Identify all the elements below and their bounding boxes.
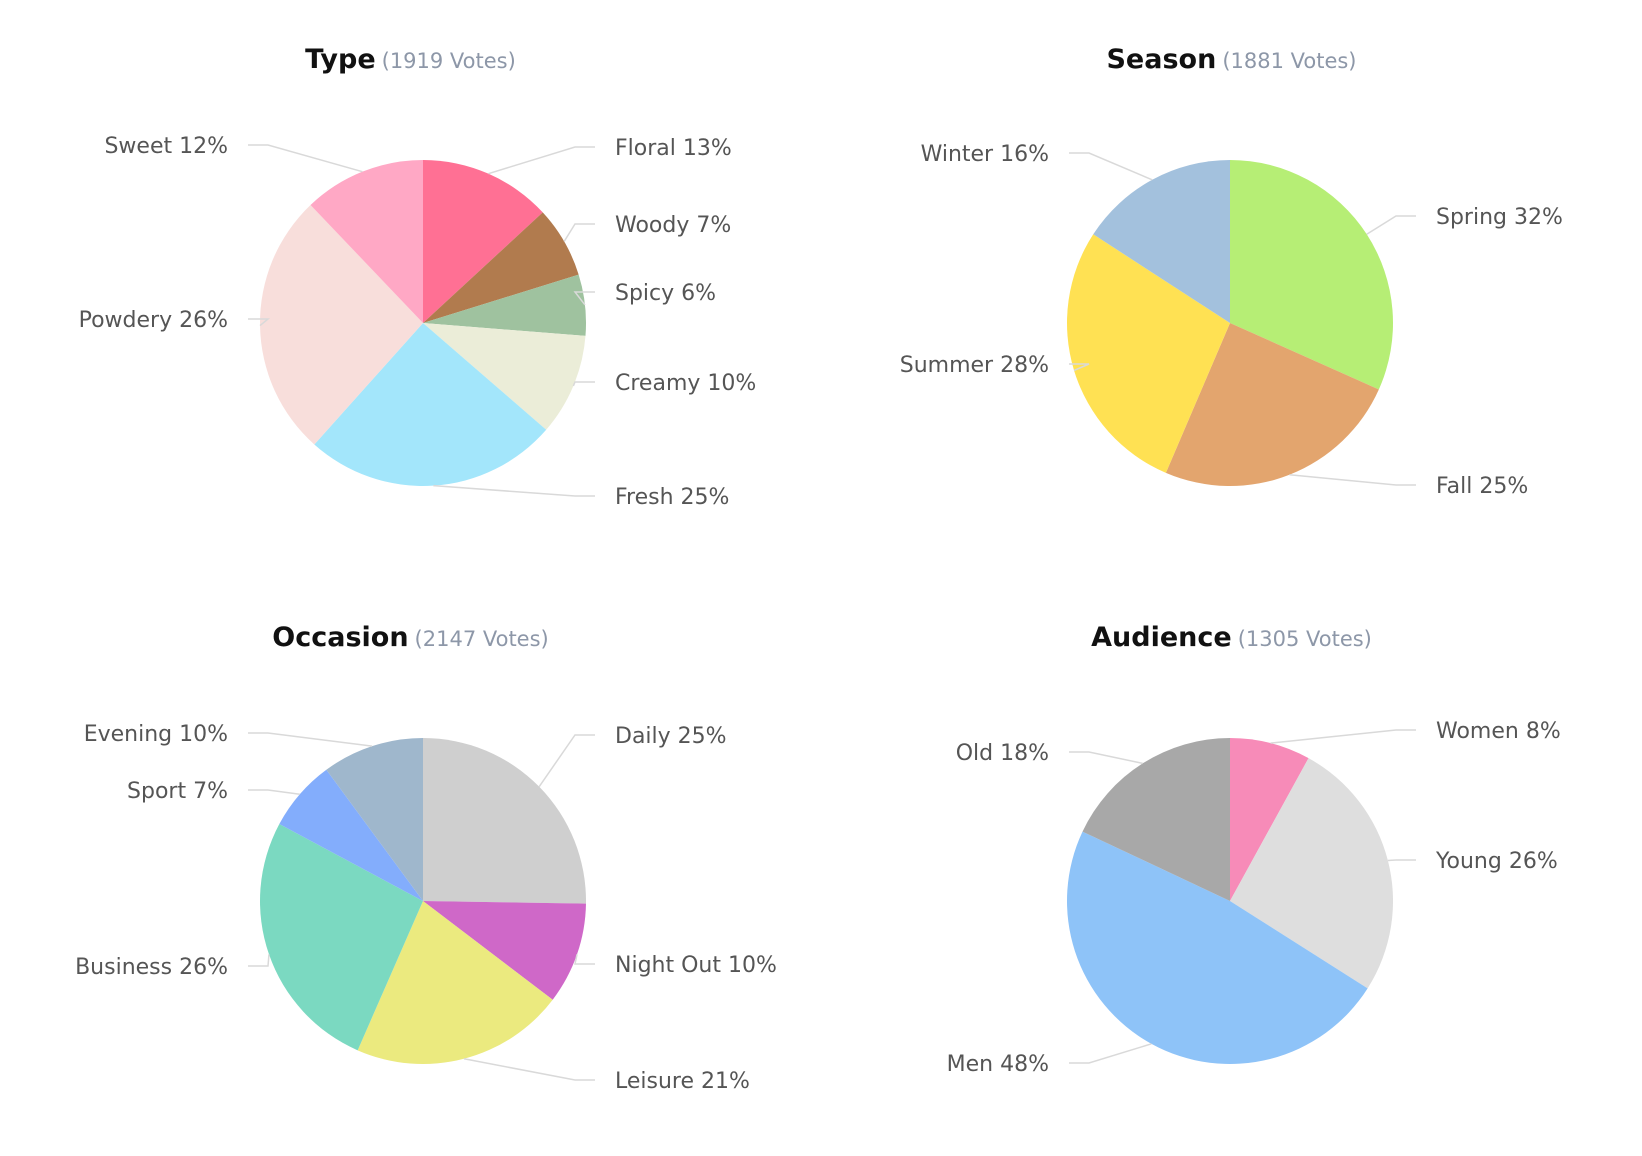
label-connector: [1069, 363, 1090, 372]
pie-slice: [259, 824, 423, 1051]
label-connector: [572, 381, 595, 387]
chart-vote-count: (1881 Votes): [1222, 49, 1357, 73]
label-connector: [248, 144, 363, 173]
label-connector: [538, 734, 595, 788]
slice-label: Spring 32%: [1436, 205, 1563, 230]
pie-chart-occasion: Daily 25% Night Out 10% Leisure 21% Busines…: [75, 722, 777, 1094]
slice-label: Fresh 25%: [615, 485, 729, 510]
pie-slice: [1067, 234, 1230, 473]
chart-season: Season (1881 Votes) Spring 32% Fall 25% Sum…: [821, 0, 1642, 578]
pie-slice: [1230, 160, 1393, 390]
label-connector: [488, 146, 595, 175]
chart-title-text: Type: [305, 44, 376, 75]
slice-label: Business 26%: [75, 955, 228, 980]
pie-slice: [1230, 758, 1393, 989]
pie-slice: [1067, 831, 1368, 1064]
slice-label: Evening 10%: [84, 722, 228, 747]
pie-chart-season: Spring 32% Fall 25% Summer 28% Winter 16%: [900, 142, 1563, 499]
slice-label: Old 18%: [956, 741, 1049, 766]
slice-label: Fall 25%: [1436, 474, 1528, 499]
pie-chart-type: Floral 13% Woody 7% Spicy 6% Creamy 10% Fres…: [79, 134, 757, 510]
chart-occasion: Occasion (2147 Votes) Daily 25% Night Out …: [0, 578, 821, 1156]
pie-slice: [314, 323, 547, 486]
pie-slice: [423, 323, 586, 430]
pie-slice: [279, 769, 423, 901]
label-connector: [1069, 1043, 1152, 1064]
pie-slice: [423, 738, 586, 904]
pie-slice: [423, 901, 586, 1000]
label-connector: [1270, 729, 1416, 744]
pie-slice: [1082, 738, 1230, 901]
pie-slice: [260, 205, 423, 445]
chart-title-text: Audience: [1091, 622, 1232, 653]
pie-slice: [357, 901, 553, 1064]
label-connector: [1289, 474, 1416, 486]
label-connector: [573, 291, 595, 306]
label-connector: [1069, 152, 1153, 181]
pie-slice: [423, 274, 586, 336]
pie-chart-audience: Women 8% Young 26% Men 48% Old 18%: [947, 719, 1561, 1077]
chart-title: Occasion (2147 Votes): [0, 622, 821, 653]
slice-label: Floral 13%: [615, 136, 732, 161]
slice-label: Winter 16%: [921, 142, 1049, 167]
slice-label: Men 48%: [947, 1052, 1049, 1077]
slice-label: Spicy 6%: [615, 281, 716, 306]
chart-vote-count: (1919 Votes): [381, 49, 516, 73]
label-connector: [248, 789, 300, 796]
chart-audience: Audience (1305 Votes) Women 8% Young 26% Me…: [821, 578, 1642, 1156]
label-connector: [574, 954, 595, 965]
chart-title-text: Season: [1106, 44, 1217, 75]
slice-label: Leisure 21%: [615, 1069, 750, 1094]
label-connector: [248, 954, 270, 967]
slice-label: Sport 7%: [127, 779, 228, 804]
pie-slice: [1165, 323, 1379, 486]
label-connector: [463, 1058, 595, 1081]
pie-slice: [326, 738, 423, 901]
slice-label: Creamy 10%: [615, 371, 756, 396]
label-connector: [433, 484, 595, 497]
chart-vote-count: (1305 Votes): [1237, 627, 1372, 651]
chart-title: Type (1919 Votes): [0, 44, 821, 75]
slice-label: Woody 7%: [615, 213, 731, 238]
label-connector: [1366, 215, 1416, 235]
chart-title-text: Occasion: [272, 622, 409, 653]
slice-label: Young 26%: [1435, 849, 1558, 874]
pie-slice: [1093, 160, 1230, 323]
pie-slice: [310, 160, 423, 323]
slice-label: Women 8%: [1436, 719, 1561, 744]
slice-label: Powdery 26%: [79, 308, 228, 333]
slice-label: Summer 28%: [900, 353, 1049, 378]
slice-label: Sweet 12%: [104, 134, 228, 159]
label-connector: [1069, 751, 1143, 765]
slice-label: Night Out 10%: [615, 953, 777, 978]
chart-title: Season (1881 Votes): [821, 44, 1642, 75]
label-connector: [563, 223, 595, 242]
label-connector: [248, 732, 373, 747]
label-connector: [248, 318, 271, 327]
pie-slice: [423, 160, 543, 323]
slice-label: Daily 25%: [615, 724, 727, 749]
pie-slice: [1230, 738, 1309, 901]
chart-vote-count: (2147 Votes): [414, 627, 549, 651]
chart-type: Type (1919 Votes) Floral 13% Woody 7% Spicy…: [0, 0, 821, 578]
chart-title: Audience (1305 Votes): [821, 622, 1642, 653]
pie-slice: [423, 212, 579, 323]
